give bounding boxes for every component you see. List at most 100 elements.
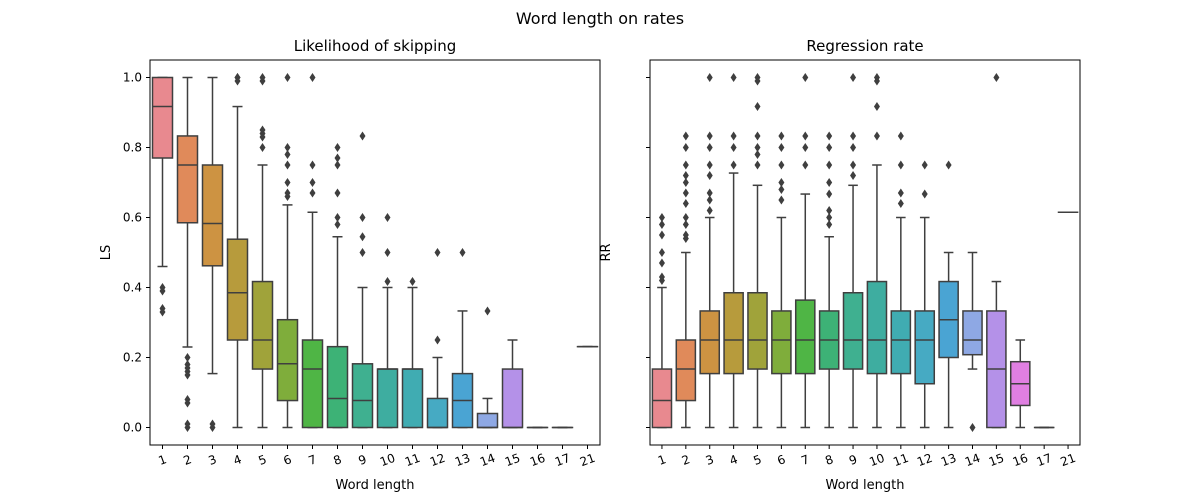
y-tick-label: 0.8	[123, 141, 142, 155]
outlier-point	[434, 335, 441, 345]
outlier-point	[850, 143, 857, 152]
iqr-box	[747, 292, 768, 370]
x-tick-label: 14	[963, 451, 982, 469]
outlier-point	[873, 102, 880, 112]
box-10	[866, 73, 888, 429]
y-tick-label: 0.6	[123, 211, 142, 225]
panel-likelihood-of-skipping: Likelihood of skipping 0.0 0.2 0.4 0.6 0.8 1.0…	[99, 37, 601, 493]
iqr-box	[771, 310, 792, 375]
outlier-point	[682, 171, 689, 180]
outlier-point	[359, 213, 366, 222]
outlier-point	[334, 213, 341, 222]
box-4	[226, 73, 249, 429]
outlier-point	[682, 220, 689, 229]
outlier-point	[682, 160, 689, 170]
outlier-point	[334, 153, 341, 163]
outlier-point	[284, 73, 291, 82]
box-14	[476, 306, 499, 429]
outlier-point	[754, 150, 761, 159]
outlier-point	[184, 353, 191, 362]
iqr-box	[151, 76, 174, 159]
box-1	[651, 213, 673, 429]
x-tick-label: 21	[578, 451, 597, 469]
box-3	[699, 73, 721, 429]
outlier-point	[802, 131, 809, 141]
outlier-point	[309, 178, 316, 187]
outlier-point	[826, 143, 833, 152]
iqr-box	[176, 135, 199, 224]
outlier-point	[334, 143, 341, 152]
outlier-point	[159, 286, 166, 296]
outlier-point	[359, 248, 366, 257]
iqr-box	[675, 339, 697, 402]
x-tick-label: 4	[728, 452, 740, 468]
x-tick-label: 5	[257, 452, 269, 468]
outlier-point	[409, 277, 416, 287]
outlier-point	[309, 160, 316, 170]
outlier-point	[778, 143, 785, 152]
outlier-point	[706, 195, 713, 205]
outlier-point	[945, 160, 952, 170]
x-tick-label: 16	[1011, 451, 1030, 469]
iqr-box	[201, 164, 224, 267]
x-tick-label: 21	[1058, 451, 1077, 469]
outlier-point	[706, 131, 713, 141]
x-tick-label: 16	[528, 451, 547, 469]
outlier-point	[897, 160, 904, 170]
box-13	[451, 248, 474, 429]
iqr-box	[376, 368, 399, 429]
outlier-point	[897, 188, 904, 198]
outlier-point	[184, 398, 191, 408]
box-3	[201, 76, 224, 432]
x-tick-label: 14	[478, 451, 497, 469]
outlier-point	[706, 160, 713, 170]
iqr-box	[276, 318, 299, 402]
iqr-box	[301, 339, 324, 429]
outlier-point	[873, 76, 880, 86]
box-2	[675, 131, 697, 429]
box-7	[794, 73, 816, 429]
x-tick-label: 13	[453, 451, 472, 469]
iqr-box	[699, 310, 721, 375]
iqr-box	[890, 310, 912, 375]
outlier-point	[682, 131, 689, 141]
outlier-point	[778, 185, 785, 194]
outlier-point	[897, 131, 904, 141]
y-tick-label: 1.0	[123, 71, 142, 85]
outlier-point	[754, 143, 761, 152]
outlier-point	[778, 160, 785, 170]
box-11	[401, 277, 424, 429]
outlier-point	[826, 160, 833, 170]
outlier-point	[359, 232, 366, 242]
outlier-point	[850, 73, 857, 82]
box-5	[251, 73, 274, 429]
outlier-point	[754, 102, 761, 112]
outlier-point	[850, 131, 857, 141]
box-8	[818, 131, 840, 429]
outlier-point	[209, 423, 216, 432]
outlier-point	[730, 131, 737, 141]
iqr-box	[914, 310, 936, 385]
x-tick-label: 12	[915, 451, 934, 469]
iqr-box	[962, 310, 983, 356]
outlier-point	[850, 171, 857, 180]
outlier-point	[334, 188, 341, 198]
outlier-point	[826, 178, 833, 187]
outlier-point	[284, 160, 291, 170]
outlier-point	[826, 206, 833, 215]
outlier-point	[802, 73, 809, 82]
outlier-point	[682, 234, 689, 243]
y-tick-label: 0.2	[123, 351, 142, 365]
x-tick-label: 9	[357, 452, 369, 468]
x-tick-label: 6	[775, 452, 787, 468]
outlier-point	[284, 143, 291, 152]
outlier-point	[334, 220, 341, 229]
outlier-point	[658, 220, 665, 229]
box-8	[326, 143, 349, 429]
box-6	[771, 131, 792, 429]
box-6	[276, 73, 299, 429]
x-tick-label: 17	[553, 451, 572, 469]
panel-title: Likelihood of skipping	[294, 37, 457, 55]
